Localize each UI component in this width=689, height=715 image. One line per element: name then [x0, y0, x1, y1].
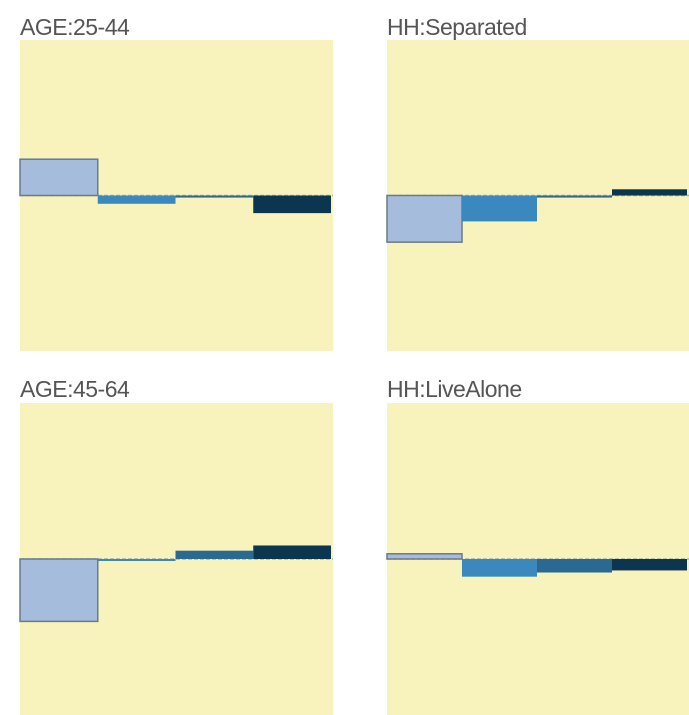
bar-category-1 — [386, 194, 463, 243]
bar-category-2 — [462, 559, 537, 577]
bar-category-1 — [19, 558, 99, 623]
plot-age-45-64 — [19, 403, 333, 715]
bar-category-3 — [537, 195, 612, 198]
panel-title: AGE:45-64 — [20, 376, 130, 402]
bar-category-2 — [97, 559, 176, 561]
panel-title: AGE:25-44 — [20, 14, 130, 40]
bar-category-1 — [19, 158, 99, 197]
bar-category-4 — [253, 195, 331, 214]
bar-category-3 — [537, 559, 612, 573]
plot-hh-separated — [386, 40, 689, 351]
bar-category-1 — [386, 553, 463, 560]
bar-category-4 — [612, 559, 687, 571]
bar-category-2 — [462, 195, 537, 222]
plot-age-25-44 — [19, 40, 333, 351]
panel-title: HH:LiveAlone — [387, 376, 522, 402]
panel-title: HH:Separated — [387, 14, 527, 40]
bar-category-3 — [175, 550, 254, 559]
bar-category-4 — [612, 189, 687, 196]
plot-hh-livealone — [386, 403, 689, 715]
bar-category-3 — [175, 195, 254, 198]
bar-category-4 — [253, 545, 331, 559]
bar-category-2 — [97, 195, 176, 204]
